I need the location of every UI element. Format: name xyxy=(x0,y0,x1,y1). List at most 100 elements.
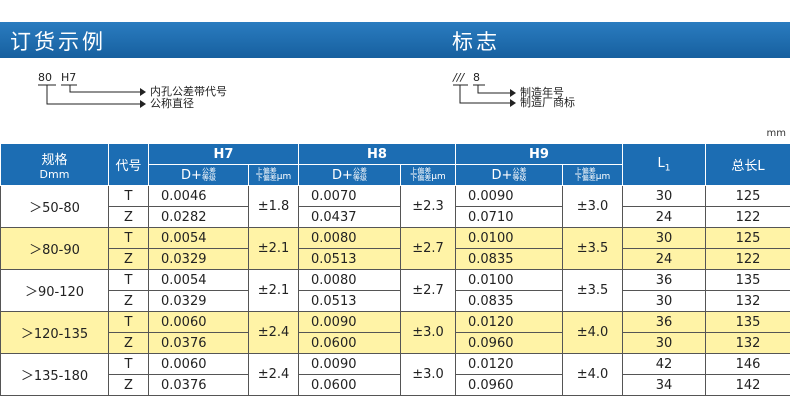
order-code: 80 xyxy=(38,71,52,84)
header-text: 上偏差 下偏差 xyxy=(575,168,596,182)
l1-cell: 30 xyxy=(622,185,706,207)
deviation-cell: 0.0090 xyxy=(298,353,401,375)
left-title: 订货示例 xyxy=(10,30,106,54)
l1-cell: 24 xyxy=(622,206,706,228)
deviation-cell: 0.0080 xyxy=(298,269,401,291)
header-text: 上偏差 下偏差 xyxy=(410,168,431,182)
code-cell: T xyxy=(108,269,149,291)
deviation-cell: 0.0835 xyxy=(455,290,563,312)
header-text: Dmm xyxy=(39,167,70,181)
tolerance-cell: ±3.0 xyxy=(400,353,456,396)
spec-cell: ＞135-180 xyxy=(0,353,109,396)
header-text: 公差 等级 xyxy=(512,168,526,182)
l1-cell: 36 xyxy=(622,269,706,291)
tolerance-cell: ±3.5 xyxy=(562,269,623,312)
deviation-cell: 0.0070 xyxy=(298,185,401,207)
header-text: 等级 xyxy=(512,174,527,182)
deviation-cell: 0.0710 xyxy=(455,206,563,228)
deviation-cell: 0.0120 xyxy=(455,353,563,375)
deviation-cell: 0.0080 xyxy=(298,227,401,249)
data-row: Z 0.0376 0.0600 0.0960 34 142 xyxy=(1,374,790,396)
title-bar: 订货示例 标志 xyxy=(0,22,790,58)
header-text: 上偏差 xyxy=(410,167,432,175)
tolerance-cell: ±4.0 xyxy=(562,311,623,354)
header-text: μm xyxy=(276,171,292,182)
header-text: 上偏差 xyxy=(574,167,596,175)
header-cell: D+ 公差 等级 xyxy=(455,164,563,186)
tolerance-cell: ±3.0 xyxy=(562,185,623,228)
deviation-cell: 0.0090 xyxy=(298,311,401,333)
tolerance-cell: ±2.7 xyxy=(400,227,456,270)
right-title: 标志 xyxy=(452,30,500,54)
header-cell: D+ 公差 等级 xyxy=(298,164,401,186)
l1-cell: 24 xyxy=(622,248,706,270)
tolerance-cell: ±2.3 xyxy=(400,185,456,228)
header-text: D+ xyxy=(332,167,353,183)
tolerance-cell: ±2.4 xyxy=(248,353,299,396)
deviation-cell: 0.0282 xyxy=(148,206,249,228)
l1-cell: 30 xyxy=(622,227,706,249)
code-cell: T xyxy=(108,311,149,333)
deviation-cell: 0.0060 xyxy=(148,311,249,333)
total-cell: 135 xyxy=(705,311,790,333)
unit: mm xyxy=(766,128,786,139)
deviation-cell: 0.0960 xyxy=(455,374,563,396)
deviation-cell: 0.0600 xyxy=(298,374,401,396)
header-cell: L1 xyxy=(622,143,706,186)
header-text: 公差 等级 xyxy=(202,168,216,182)
l1-cell: 30 xyxy=(622,332,706,354)
l1-cell: 30 xyxy=(622,290,706,312)
code-cell: Z xyxy=(108,290,149,312)
total-cell: 122 xyxy=(705,206,790,228)
header-text: 下偏差 xyxy=(255,174,277,182)
total-cell: 125 xyxy=(705,227,790,249)
code-cell: Z xyxy=(108,248,149,270)
deviation-cell: 0.0513 xyxy=(298,248,401,270)
code-cell: Z xyxy=(108,206,149,228)
deviation-cell: 0.0120 xyxy=(455,311,563,333)
tolerance-cell: ±4.0 xyxy=(562,353,623,396)
deviation-cell: 0.0376 xyxy=(148,332,249,354)
header-row: D+ 公差 等级 上偏差 下偏差 μm D+ 公差 等级 上偏差 下偏差 μm D+ 公差 等级 上偏差 下偏差… xyxy=(1,164,790,186)
header-cell: 规格 Dmm xyxy=(0,143,109,186)
tolerance-cell: ±3.0 xyxy=(400,311,456,354)
tolerance-cell: ±2.1 xyxy=(248,227,299,270)
deviation-cell: 0.0960 xyxy=(455,332,563,354)
header-text: 上偏差 xyxy=(255,167,277,175)
header-text: 1 xyxy=(664,163,671,174)
grade-header: H9 xyxy=(455,143,623,165)
deviation-cell: 0.0329 xyxy=(148,248,249,270)
deviation-cell: 0.0054 xyxy=(148,269,249,291)
l1-cell: 36 xyxy=(622,311,706,333)
deviation-cell: 0.0376 xyxy=(148,374,249,396)
data-row: ＞90-120 T 0.0054 ±2.1 0.0080 ±2.7 0.0100 ±3.5 36… xyxy=(0,269,790,312)
header-text: 公差 xyxy=(201,167,216,175)
mark-label: 制造厂商标 xyxy=(520,95,575,109)
total-cell: 135 xyxy=(705,269,790,291)
deviation-cell: 0.0437 xyxy=(298,206,401,228)
tolerance-cell: ±3.5 xyxy=(562,227,623,270)
header-text: 规格 xyxy=(41,152,68,168)
grade-header: H8 xyxy=(298,143,456,165)
header-row: 规格 Dmm 代号 H7 H8 H9 L1 总长L xyxy=(0,143,790,186)
spec-cell: ＞90-120 xyxy=(0,269,109,312)
header-text: 公差 xyxy=(352,167,367,175)
deviation-cell: 0.0100 xyxy=(455,269,563,291)
header-text: 公差 xyxy=(512,167,527,175)
data-row: ＞50-80 T 0.0046 ±1.8 0.0070 ±2.3 0.0090 ±3.0 30 1… xyxy=(0,185,790,228)
spec-cell: ＞50-80 xyxy=(0,185,109,228)
mark-code: /// xyxy=(452,71,465,84)
header-cell: 上偏差 下偏差 μm xyxy=(400,164,456,186)
spec-cell: ＞80-90 xyxy=(0,227,109,270)
data-row: ＞135-180 T 0.0060 ±2.4 0.0090 ±3.0 0.0120 ±4.0 4… xyxy=(0,353,790,396)
order-label: 公称直径 xyxy=(150,96,194,110)
header-text: μm xyxy=(595,171,611,182)
header-cell: D+ 公差 等级 xyxy=(148,164,249,186)
data-row: Z 0.0329 0.0513 0.0835 24 122 xyxy=(1,248,790,270)
l1-cell: 34 xyxy=(622,374,706,396)
data-row: ＞120-135 T 0.0060 ±2.4 0.0090 ±3.0 0.0120 ±4.0 3… xyxy=(0,311,790,354)
deviation-cell: 0.0054 xyxy=(148,227,249,249)
total-cell: 146 xyxy=(705,353,790,375)
deviation-cell: 0.0060 xyxy=(148,353,249,375)
